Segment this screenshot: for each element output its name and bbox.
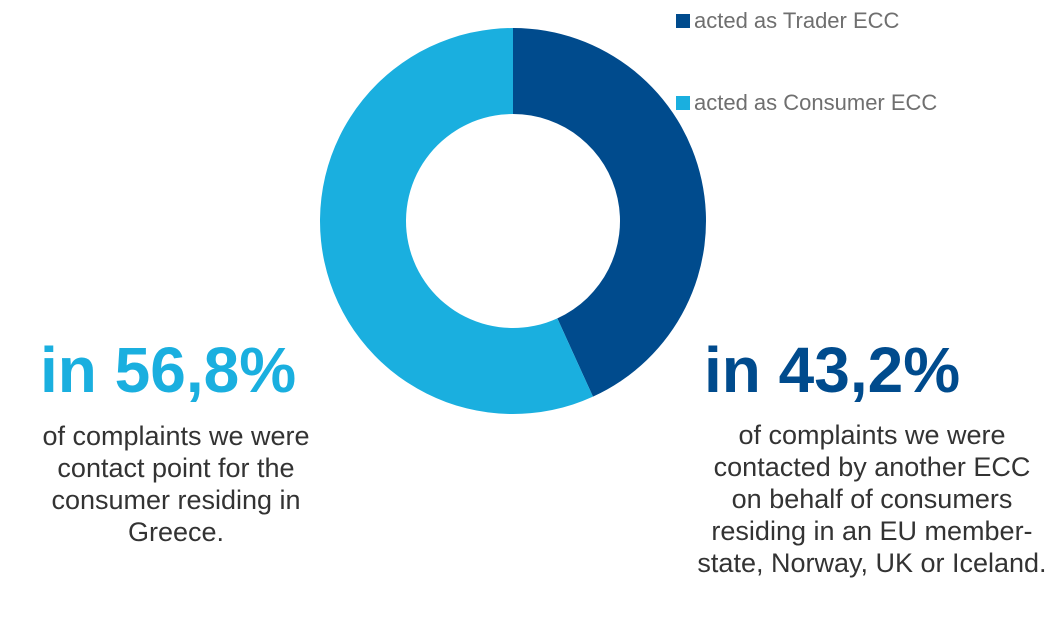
legend-item-trader: acted as Trader ECC xyxy=(676,8,937,34)
legend-label-trader: acted as Trader ECC xyxy=(694,8,900,33)
trader-ecc-caption: of complaints we were contacted by anoth… xyxy=(697,420,1047,578)
legend-item-consumer: acted as Consumer ECC xyxy=(676,90,937,116)
trader-ecc-percentage: in 43,2% xyxy=(704,334,961,406)
donut-slice-consumer xyxy=(319,28,593,414)
donut-slice-trader xyxy=(513,28,706,397)
chart-legend: acted as Trader ECC acted as Consumer EC… xyxy=(676,8,937,116)
legend-label-consumer: acted as Consumer ECC xyxy=(694,90,938,115)
legend-swatch-trader xyxy=(676,14,690,28)
consumer-ecc-percentage: in 56,8% xyxy=(40,334,297,406)
consumer-ecc-caption: of complaints we were contact point for … xyxy=(42,421,310,547)
legend-swatch-consumer xyxy=(676,96,690,110)
